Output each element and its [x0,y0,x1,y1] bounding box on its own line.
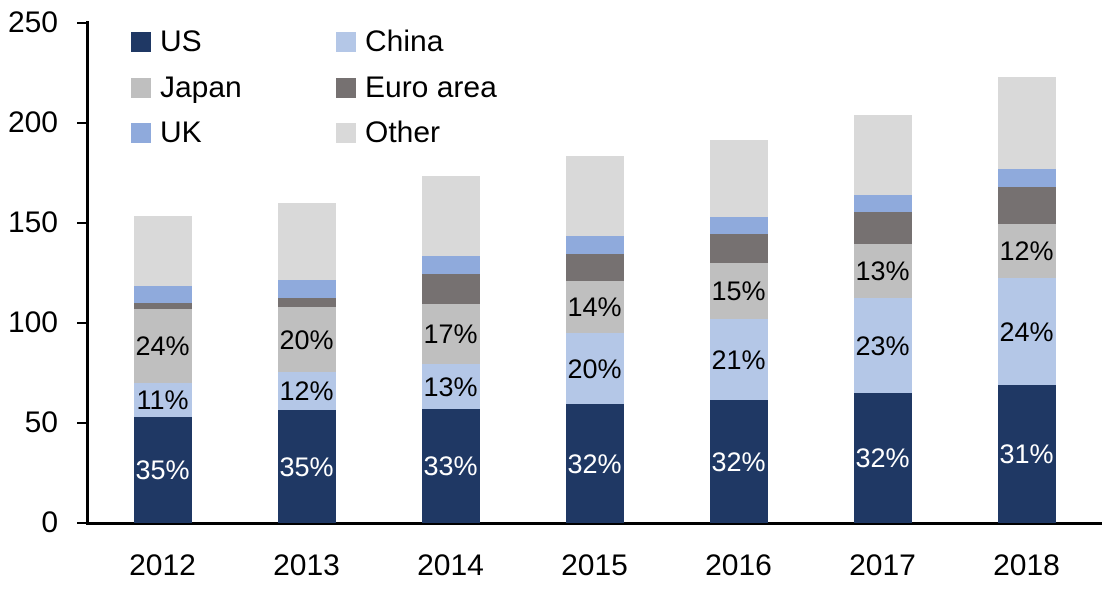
segment-data-label: 33% [423,451,478,481]
bar-segment-uk [709,217,768,234]
segment-data-label: 12% [279,376,334,406]
segment-data-label: 32% [711,446,766,477]
legend-swatch-japan [131,77,151,98]
segment-data-label: 13% [855,256,910,286]
bar-segment-us [709,400,768,523]
bar-segment-uk [133,286,192,303]
y-axis-tick-label: 150 [7,206,58,239]
y-axis-tick [77,122,87,124]
bar-segment-other [421,176,480,256]
bar-segment-other [277,203,336,280]
segment-data-label: 13% [423,371,478,402]
bar-segment-japan [709,263,768,319]
x-axis-category-label: 2018 [993,549,1060,582]
bar-segment-china [133,383,192,417]
bar-segment-other [853,115,912,195]
x-axis-category-label: 2015 [561,549,628,582]
segment-data-label: 11% [136,385,189,415]
bar-segment-japan [133,309,192,383]
bar-segment-china [565,333,624,404]
bar-segment-euro-area [565,254,624,281]
y-axis-tick-label: 50 [24,406,58,439]
segment-data-label: 24% [999,316,1054,347]
x-axis-category-label: 2013 [273,549,340,582]
y-axis-tick [77,322,87,324]
bar-segment-japan [997,224,1056,278]
bar-segment-other [709,140,768,217]
y-axis-tick [77,522,87,524]
bar-segment-euro-area [997,187,1056,224]
bar-segment-other [133,216,192,286]
bar-segment-euro-area [853,212,912,244]
x-axis-category-label: 2012 [129,549,196,582]
legend-swatch-uk [131,123,151,143]
segment-data-label: 31% [999,439,1054,469]
segment-data-label: 12% [999,236,1054,266]
bar-segment-uk [853,195,912,212]
bar-segment-us [277,410,336,523]
segment-data-label: 35% [135,455,190,485]
y-axis-tick [77,422,87,424]
bar-segment-us [997,385,1056,523]
segment-data-label: 21% [711,344,766,375]
y-axis-tick [77,22,87,24]
x-axis-category-label: 2016 [705,549,772,582]
x-axis-line [86,522,1102,525]
y-axis-tick [77,222,87,224]
y-axis-tick-label: 200 [7,106,58,139]
bar-segment-euro-area [709,234,768,263]
y-axis-tick-label: 100 [7,306,58,339]
legend-label-china: China [365,25,444,58]
segment-data-label: 35% [279,451,334,482]
segment-data-label: 20% [279,324,334,355]
y-axis-tick-label: 0 [41,506,58,539]
legend-label-other: Other [365,116,441,149]
bar-segment-euro-area [277,298,336,307]
bar-segment-china [997,278,1056,385]
bar-segment-japan [277,307,336,372]
bar-segment-japan [565,281,624,333]
segment-data-label: 20% [567,353,622,384]
segment-data-label: 32% [567,448,622,479]
bar-segment-euro-area [133,303,192,309]
bar-segment-us [565,404,624,523]
bar-segment-japan [853,244,912,298]
segment-data-label: 14% [567,292,622,322]
bar-segment-euro-area [421,274,480,304]
bar-segment-us [853,393,912,523]
segment-data-label: 24% [135,331,190,361]
segment-data-label: 23% [855,330,910,361]
legend-swatch-euro-area [336,77,356,98]
bar-segment-china [277,372,336,410]
y-axis-tick-label: 250 [7,6,58,39]
bar-segment-china [709,319,768,400]
bar-segment-us [133,417,192,523]
segment-data-label: 32% [855,443,910,473]
x-axis-category-label: 2014 [417,549,484,582]
bar-segment-us [421,409,480,523]
bar-segment-uk [565,236,624,254]
bar-segment-other [565,156,624,236]
legend-label-euro-area: Euro area [365,70,497,104]
bar-segment-china [421,364,480,409]
bar-segment-uk [277,280,336,298]
legend-swatch-china [336,32,356,52]
legend-swatch-other [336,123,356,143]
bar-segment-uk [997,169,1056,187]
legend-label-uk: UK [160,116,202,149]
segment-data-label: 15% [711,276,766,306]
bar-segment-uk [421,256,480,274]
legend-label-japan: Japan [160,70,242,104]
x-axis-category-label: 2017 [849,549,916,582]
bar-segment-china [853,298,912,393]
y-axis-line [86,21,89,525]
bar-segment-japan [421,304,480,364]
bar-segment-other [997,77,1056,169]
segment-data-label: 17% [423,319,478,349]
legend-swatch-us [131,32,151,52]
legend-label-us: US [160,25,202,58]
